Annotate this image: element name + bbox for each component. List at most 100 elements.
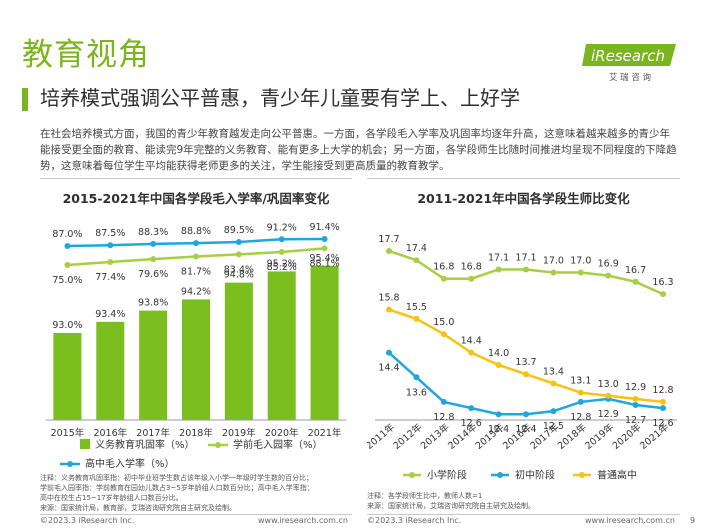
point-data-label: 79.6% — [138, 269, 168, 280]
left-footnote-line: 来源：国家统计局，教育部，艾瑞咨询研究院自主研究及绘制。 — [40, 504, 236, 512]
bar — [139, 310, 168, 420]
legend-label: 普通高中 — [597, 469, 637, 482]
series-point — [321, 235, 328, 242]
point-data-label: 12.8 — [433, 412, 454, 423]
left-panel-bottom-line — [40, 514, 352, 515]
right-footer-copyright: ©2023.3 iResearch Inc. — [367, 516, 462, 525]
left-footer-url: www.iresearch.com.cn — [258, 516, 348, 525]
point-data-label: 15.0 — [433, 317, 454, 328]
series-point — [523, 371, 529, 378]
right-panel-bottom-line — [367, 514, 680, 515]
left-footnote: 注释：义务教育巩固率指：初中毕业班学生数占该年级入小学一年级时学生数的百分比； … — [40, 473, 355, 513]
logo-badge — [582, 44, 676, 66]
point-data-label: 12.6 — [461, 418, 482, 429]
series-point — [632, 278, 639, 285]
left-chart-title: 2015-2021年中国各学段毛入学率/巩固率变化 — [62, 191, 330, 206]
point-data-label: 87.5% — [95, 228, 125, 239]
point-data-label: 16.8 — [461, 262, 482, 273]
series-point — [321, 245, 328, 252]
bar-data-label: 94.2% — [181, 286, 211, 297]
series-point — [468, 275, 475, 282]
series-point — [386, 306, 392, 313]
point-data-label: 14.0 — [488, 348, 509, 359]
series-point — [550, 408, 557, 415]
point-data-label: 88.3% — [138, 227, 168, 238]
series-point — [413, 374, 420, 381]
point-data-label: 13.6 — [406, 387, 427, 398]
series-point — [523, 411, 529, 418]
point-data-label: 89.5% — [224, 225, 254, 236]
point-data-label: 12.8 — [652, 385, 673, 396]
series-point — [107, 242, 114, 249]
left-footer-copyright: ©2023.3 iResearch Inc. — [40, 516, 135, 525]
series-point — [632, 395, 639, 402]
point-data-label: 12.9 — [625, 382, 646, 393]
series-point — [577, 398, 584, 405]
series-point — [64, 262, 71, 268]
section-title: 教育视角 — [22, 37, 150, 73]
series-point — [386, 248, 392, 254]
series-point — [660, 398, 666, 405]
series-point — [413, 257, 420, 264]
right-chart: 2011年2012年2013年2014年2015年2016年2017年2018年… — [367, 234, 677, 482]
point-data-label: 17.7 — [378, 234, 399, 245]
point-data-label: 12.4 — [515, 424, 536, 435]
point-data-label: 87.0% — [52, 229, 82, 240]
point-data-label: 17.0 — [543, 256, 564, 267]
series-point — [413, 315, 420, 322]
point-data-label: 91.2% — [267, 222, 297, 233]
legend-swatch — [80, 439, 90, 449]
bar — [267, 271, 296, 420]
legend-swatch — [409, 472, 415, 478]
x-tick-label: 2016年 — [93, 427, 127, 439]
subtitle-accent-bar — [22, 88, 28, 111]
legend-swatch — [497, 472, 503, 478]
point-data-label: 12.4 — [488, 424, 509, 435]
point-data-label: 12.5 — [543, 421, 564, 432]
bar-data-label: 93.0% — [52, 320, 82, 331]
legend-label: 义务教育巩固率（%） — [95, 438, 195, 451]
series-point — [440, 398, 447, 405]
point-data-label: 14.4 — [378, 363, 399, 374]
bar-data-label: 95.4% — [309, 253, 339, 264]
point-data-label: 17.4 — [406, 243, 427, 254]
iresearch-logo: iResearch 艾 瑞 咨 询 — [582, 44, 676, 83]
x-tick-label: 2019年 — [583, 421, 617, 452]
logo-brand: iResearch — [591, 47, 665, 65]
series-point — [523, 266, 529, 273]
series-point — [577, 269, 584, 276]
left-chart: 93.0% 2015年 93.4% 2016年 93.8% 2017年 94.2% 2018年… — [46, 222, 346, 470]
bar-data-label: 93.4% — [95, 309, 125, 320]
bar-data-label: 95.2% — [267, 258, 297, 269]
series-point — [550, 269, 557, 276]
point-data-label: 83.4% — [224, 264, 254, 275]
point-data-label: 16.3 — [652, 277, 673, 288]
point-data-label: 17.1 — [515, 252, 536, 263]
right-footnote-line: 来源：国家统计局，艾瑞咨询研究院自主研究及绘制。 — [367, 502, 535, 510]
point-data-label: 77.4% — [95, 272, 125, 283]
left-footnote-line: 高中在校生占15~17岁年龄组人口数百分比。 — [40, 494, 183, 502]
right-footnote: 注释：各学段师生比中，教师人数=1 来源：国家统计局，艾瑞咨询研究院自主研究及绘… — [367, 491, 682, 511]
point-data-label: 16.8 — [433, 262, 454, 273]
x-tick-label: 2020年 — [265, 427, 299, 439]
series-point — [278, 236, 285, 243]
legend-label: 初中阶段 — [515, 469, 555, 482]
series-point — [278, 249, 285, 256]
logo-tagline: 艾 瑞 咨 询 — [609, 72, 651, 83]
left-footnote-line: 注释：义务教育巩固率指：初中毕业班学生数占该年级入小学一年级时学生数的百分比； — [40, 474, 313, 482]
x-tick-label: 2017年 — [136, 427, 170, 439]
point-data-label: 85.2% — [267, 262, 297, 273]
point-data-label: 12.9 — [598, 409, 619, 420]
series-point — [150, 240, 157, 247]
series-point — [386, 349, 392, 356]
intro-paragraph: 在社会培养模式方面，我国的青少年教育越发走向公平普惠。一方面，各学段毛入学率及巩… — [40, 128, 677, 172]
series-point — [605, 272, 612, 279]
right-chart-title: 2011-2021年中国各学段生师比变化 — [417, 191, 630, 206]
x-tick-label: 2015年 — [51, 427, 85, 439]
right-panel-top-line — [367, 178, 680, 179]
bar — [96, 321, 125, 420]
point-data-label: 81.7% — [181, 266, 211, 277]
series-point — [495, 411, 502, 418]
series-point — [150, 256, 157, 263]
series-point — [468, 405, 475, 412]
